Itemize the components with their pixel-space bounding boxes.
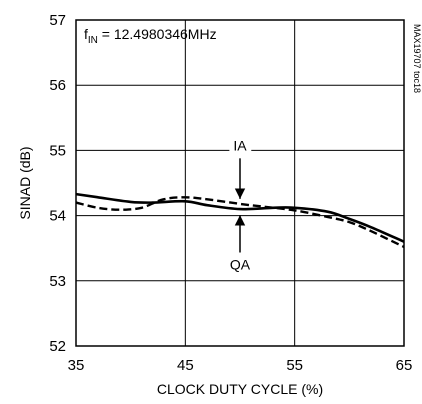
x-tick-label: 35 [68, 357, 85, 374]
series-label-bottom-bg [225, 255, 255, 274]
x-tick-label: 65 [396, 357, 413, 374]
plot-frame [75, 19, 405, 347]
series-label-top: IA [233, 137, 247, 153]
fin-annotation-value: = 12.4980346MHz [98, 26, 217, 42]
y-tick-label: 55 [49, 142, 66, 159]
y-tick-label: 54 [49, 208, 66, 225]
series-line-qa [75, 192, 405, 243]
y-tick-label: 52 [49, 338, 66, 355]
series-label-bottom: QA [230, 257, 251, 273]
fin-annotation: fIN = 12.4980346MHz [84, 26, 217, 46]
figure-id: MAX19707 toc18 [412, 24, 422, 93]
y-tick-label: 56 [49, 77, 66, 94]
fin-annotation-prefix: f [84, 26, 88, 42]
x-axis-title: CLOCK DUTY CYCLE (%) [157, 381, 323, 397]
y-axis-title: SINAD (dB) [17, 146, 33, 219]
series-label-top-bg [229, 136, 252, 155]
x-tick-label: 55 [286, 357, 303, 374]
series-line-ia [75, 196, 405, 248]
y-tick-label: 53 [49, 273, 66, 290]
fin-annotation-subscript: IN [88, 35, 98, 46]
y-tick-label: 57 [49, 12, 66, 29]
x-tick-label: 45 [177, 357, 194, 374]
series-layer: IA QA [75, 136, 405, 274]
tick-labels: 35 45 55 65 52 53 54 55 56 57 [49, 12, 412, 374]
